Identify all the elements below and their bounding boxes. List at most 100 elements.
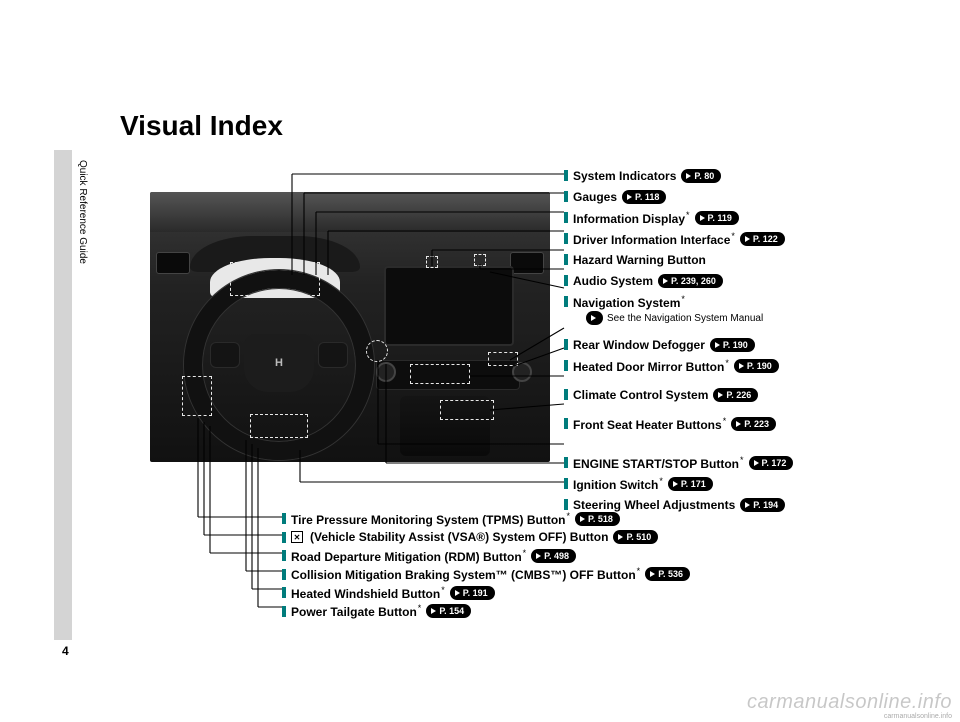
page-number: 4 (62, 644, 69, 658)
footnote-star: * (740, 455, 744, 465)
dash-top (150, 192, 550, 232)
callout-label: Information Display* (573, 210, 690, 226)
bullet-bar (564, 191, 568, 202)
dashboard-photo: H (150, 192, 550, 462)
bullet-bar (564, 478, 568, 489)
arrow-icon (718, 392, 723, 398)
callout-row: Ignition Switch*P. 171 (564, 474, 864, 493)
callout-row: Road Departure Mitigation (RDM) Button* P… (282, 547, 842, 564)
arrow-icon (686, 173, 691, 179)
callout-row: Audio SystemP. 239, 260 (564, 271, 864, 290)
arrow-icon (739, 363, 744, 369)
bullet-bar (282, 587, 286, 598)
arrow-icon (663, 278, 668, 284)
page-ref-text: P. 190 (723, 340, 748, 350)
bullet-bar (564, 418, 568, 429)
marker-climate (410, 364, 470, 384)
page-ref-pill: P. 172 (749, 456, 794, 470)
page-title: Visual Index (120, 110, 283, 142)
callout-row: Navigation System* (564, 292, 864, 311)
footnote-star: * (731, 231, 735, 241)
page-ref-pill: P. 122 (740, 232, 785, 246)
bullet-bar (282, 606, 286, 617)
callout-label: Gauges (573, 190, 617, 204)
arrow-icon (618, 534, 623, 540)
page-ref-text: P. 536 (658, 569, 683, 579)
page-ref-pill: P. 118 (622, 190, 666, 204)
nav-note: See the Navigation System Manual (564, 311, 864, 325)
nav-note-text: See the Navigation System Manual (607, 313, 763, 324)
callout-row: Collision Mitigation Braking System™ (CM… (282, 566, 842, 583)
footnote-star: * (637, 566, 641, 576)
arrow-icon (700, 215, 705, 221)
callout-label: Road Departure Mitigation (RDM) Button* (291, 548, 526, 564)
page-ref-pill: P. 80 (681, 169, 721, 183)
callouts-right: System IndicatorsP. 80 Gauges P. 118 Inform… (564, 166, 864, 516)
side-tab-label: Quick Reference Guide (74, 160, 88, 264)
marker-defog (488, 352, 518, 366)
arrow-icon (591, 315, 596, 321)
page-ref-pill: P. 518 (575, 512, 620, 526)
page-ref-pill: P. 154 (426, 604, 471, 618)
footnote-star: * (725, 358, 729, 368)
page-ref-pill: P. 226 (713, 388, 758, 402)
page-ref-text: P. 172 (762, 458, 787, 468)
vsa-off-icon: ✕ (291, 531, 303, 543)
arrow-icon (745, 236, 750, 242)
page-ref-text: P. 171 (681, 479, 706, 489)
arrow-icon (650, 571, 655, 577)
callout-row: Driver Information Interface*P. 122 (564, 229, 864, 248)
page-ref-pill: P. 119 (695, 211, 739, 225)
page-ref-text: P. 510 (626, 532, 651, 542)
callout-label: Power Tailgate Button* (291, 603, 421, 619)
page-ref-text: P. 154 (439, 606, 464, 616)
marker-seat-heater (440, 400, 494, 420)
callout-label: Heated Windshield Button* (291, 585, 445, 601)
footnote-star: * (723, 416, 727, 426)
page-ref-text: P. 226 (726, 390, 751, 400)
callout-row: Front Seat Heater Buttons* P. 223 (564, 414, 864, 433)
callout-label: Hazard Warning Button (573, 253, 706, 267)
page-ref-text: P. 518 (588, 514, 613, 524)
page-ref-text: P. 191 (463, 588, 488, 598)
footnote-star: * (659, 476, 663, 486)
vent-right (510, 252, 544, 274)
page-ref-pill: P. 190 (710, 338, 755, 352)
page-ref-pill: P. 223 (731, 417, 776, 431)
steering-buttons-right (318, 342, 348, 368)
watermark-small: carmanualsonline.info (884, 713, 952, 720)
climate-knob-left (376, 362, 396, 382)
callout-row: ✕ (Vehicle Stability Assist (VSA®) System… (282, 529, 842, 546)
callout-row: Power Tailgate Button* P. 154 (282, 603, 842, 620)
page-ref-pill: P. 239, 260 (658, 274, 723, 288)
callout-row: System IndicatorsP. 80 (564, 166, 864, 185)
bullet-bar (564, 339, 568, 350)
marker-audio (474, 254, 486, 266)
page-ref-text: P. 498 (544, 551, 569, 561)
page-ref-text: P. 194 (753, 500, 778, 510)
arrow-icon (536, 553, 541, 559)
page-ref-text: P. 119 (708, 213, 732, 223)
bullet-bar (564, 457, 568, 468)
callout-label: Tire Pressure Monitoring System (TPMS) B… (291, 511, 570, 527)
footnote-star: * (523, 548, 527, 558)
callout-row: Gauges P. 118 (564, 187, 864, 206)
arrow-icon (754, 460, 759, 466)
page-ref-pill: P. 191 (450, 586, 495, 600)
bullet-bar (282, 513, 286, 524)
marker-ignition (366, 340, 388, 362)
page-ref-text: P. 118 (635, 192, 659, 202)
callout-row: ENGINE START/STOP Button*P. 172 (564, 453, 864, 472)
callout-label: Front Seat Heater Buttons* (573, 416, 726, 432)
page-ref-text: P. 80 (694, 171, 714, 181)
callout-label: Collision Mitigation Braking System™ (CM… (291, 566, 640, 582)
arrow-icon (745, 502, 750, 508)
callout-label: Heated Door Mirror Button* (573, 358, 729, 374)
brand-logo: H (275, 357, 283, 369)
callout-row: Climate Control SystemP. 226 (564, 385, 864, 404)
callouts-bottom: Tire Pressure Monitoring System (TPMS) B… (282, 510, 842, 621)
footnote-star: * (681, 294, 685, 304)
bullet-bar (564, 254, 568, 265)
callout-label: (Vehicle Stability Assist (VSA®) System … (310, 530, 608, 544)
footnote-star: * (418, 603, 422, 613)
